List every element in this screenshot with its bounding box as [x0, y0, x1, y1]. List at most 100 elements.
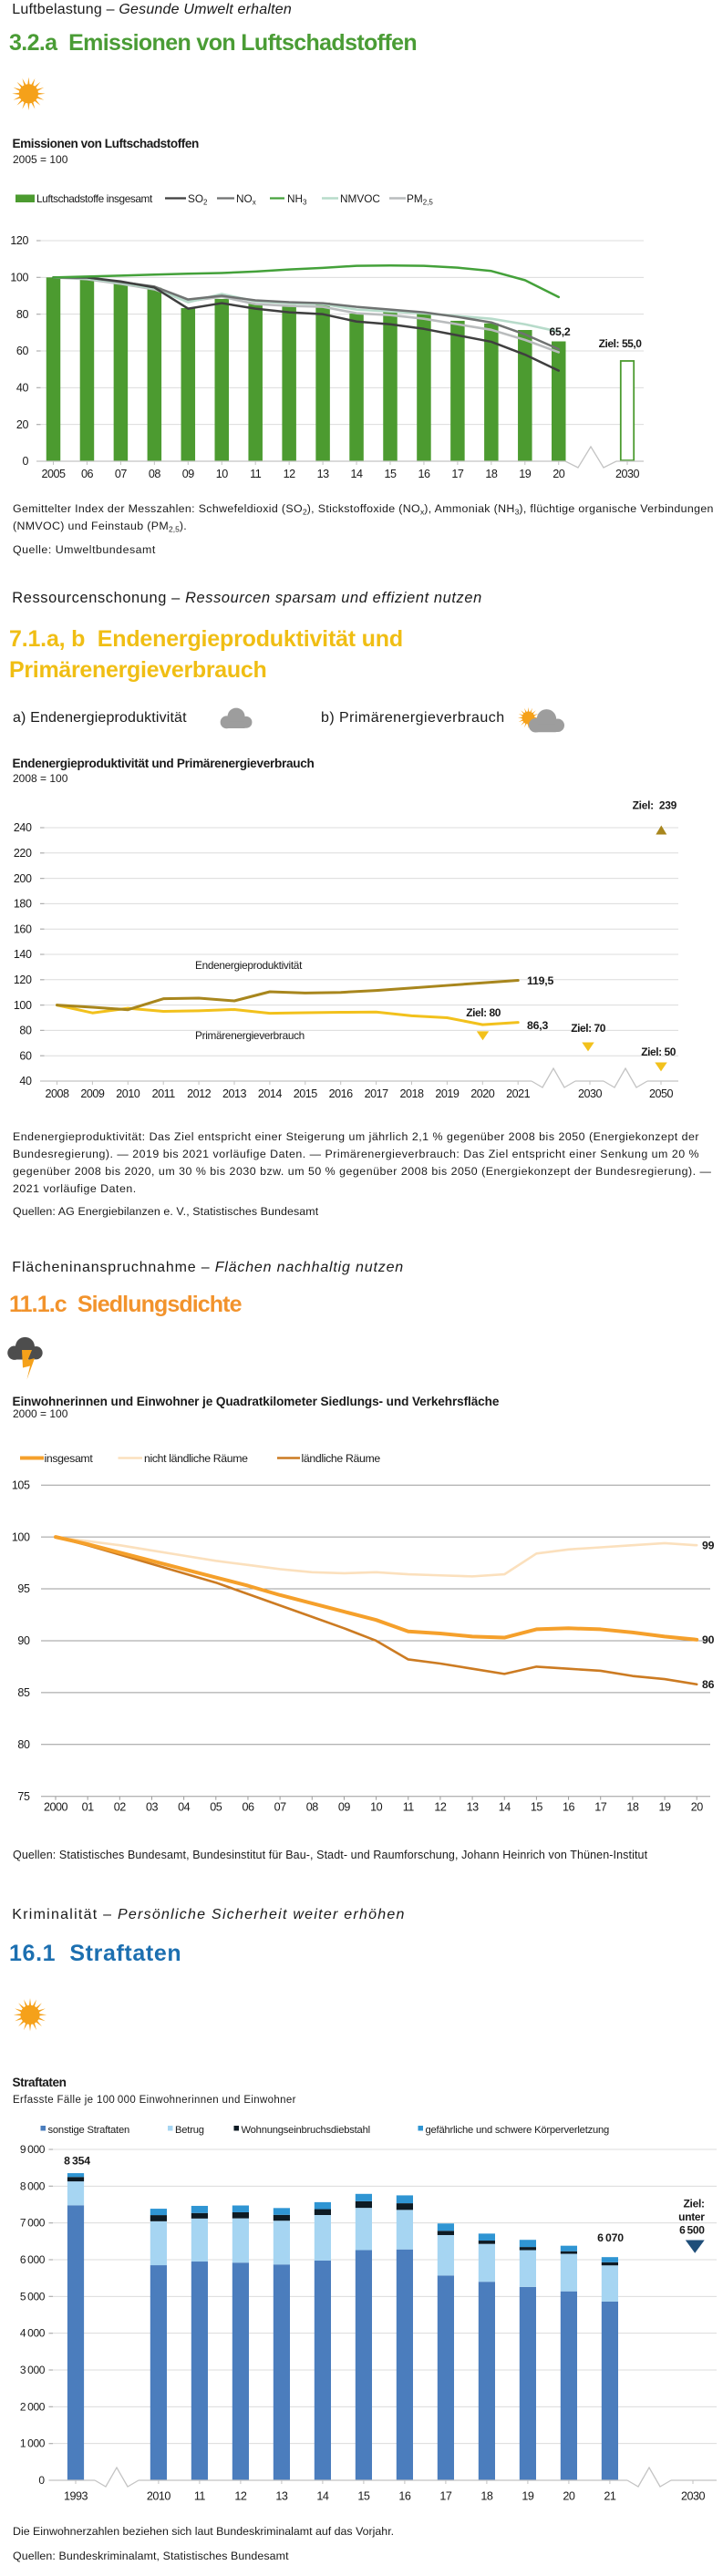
svg-text:02: 02 [114, 1801, 127, 1814]
svg-text:2011: 2011 [152, 1087, 176, 1100]
svg-text:09: 09 [182, 468, 195, 480]
svg-text:40: 40 [19, 1075, 32, 1087]
svg-text:8 000: 8 000 [20, 2179, 46, 2192]
svg-text:01: 01 [82, 1801, 95, 1814]
svg-text:NOx: NOx [236, 192, 256, 207]
svg-text:NH3: NH3 [287, 192, 307, 207]
svg-text:200: 200 [14, 872, 32, 885]
svg-text:86,3: 86,3 [527, 1019, 548, 1032]
svg-text:2030: 2030 [681, 2490, 706, 2503]
svg-text:09: 09 [338, 1801, 351, 1814]
svg-text:220: 220 [14, 847, 32, 860]
svg-text:2 000: 2 000 [20, 2400, 46, 2413]
svg-text:05: 05 [210, 1801, 222, 1814]
svg-text:unter: unter [678, 2210, 705, 2223]
svg-text:nicht ländliche Räume: nicht ländliche Räume [144, 1452, 248, 1465]
svg-text:3 000: 3 000 [20, 2364, 46, 2376]
svg-text:12: 12 [234, 2490, 247, 2503]
svg-text:Betrug: Betrug [175, 2125, 204, 2136]
svg-text:15: 15 [357, 2490, 370, 2503]
svg-text:Ziel:: Ziel: [684, 2198, 705, 2210]
svg-text:2030: 2030 [578, 1087, 603, 1100]
svg-text:2017: 2017 [365, 1087, 389, 1100]
svg-text:PM2,5: PM2,5 [407, 192, 433, 207]
svg-text:20: 20 [16, 418, 29, 431]
svg-text:1 000: 1 000 [20, 2437, 46, 2450]
svg-text:10: 10 [216, 468, 229, 480]
svg-text:2013: 2013 [222, 1087, 247, 1100]
svg-text:12: 12 [434, 1801, 447, 1814]
svg-text:14: 14 [499, 1801, 511, 1814]
svg-text:18: 18 [480, 2490, 493, 2503]
svg-text:insgesamt: insgesamt [45, 1452, 94, 1465]
svg-text:65,2: 65,2 [549, 325, 570, 338]
svg-text:19: 19 [519, 468, 532, 480]
svg-text:90: 90 [702, 1633, 715, 1646]
svg-text:16: 16 [563, 1801, 575, 1814]
svg-text:Ziel: 239: Ziel: 239 [633, 799, 677, 812]
svg-text:13: 13 [275, 2490, 288, 2503]
svg-text:sonstige Straftaten: sonstige Straftaten [48, 2125, 130, 2136]
svg-text:2005: 2005 [41, 468, 66, 480]
svg-text:12: 12 [284, 468, 296, 480]
svg-text:11: 11 [194, 2490, 206, 2503]
svg-text:2020: 2020 [470, 1087, 495, 1100]
svg-text:17: 17 [594, 1801, 607, 1814]
svg-text:20: 20 [563, 2490, 575, 2503]
svg-text:6 500: 6 500 [679, 2224, 705, 2237]
svg-text:07: 07 [274, 1801, 287, 1814]
svg-text:17: 17 [451, 468, 464, 480]
svg-text:95: 95 [17, 1582, 30, 1595]
svg-text:2050: 2050 [649, 1087, 674, 1100]
svg-text:75: 75 [17, 1790, 30, 1803]
svg-text:90: 90 [17, 1634, 30, 1647]
svg-text:15: 15 [384, 468, 397, 480]
svg-text:19: 19 [659, 1801, 672, 1814]
svg-text:Wohnungseinbruchsdiebstahl: Wohnungseinbruchsdiebstahl [242, 2125, 370, 2136]
svg-text:9 000: 9 000 [20, 2143, 46, 2156]
svg-text:2014: 2014 [258, 1087, 283, 1100]
svg-text:60: 60 [19, 1049, 32, 1062]
svg-text:100: 100 [12, 1530, 30, 1543]
svg-text:7 000: 7 000 [20, 2217, 46, 2230]
svg-text:Endenergieproduktivität: Endenergieproduktivität [195, 959, 303, 972]
svg-text:Primärenergieverbrauch: Primärenergieverbrauch [195, 1029, 305, 1042]
svg-text:100: 100 [10, 272, 28, 284]
svg-text:19: 19 [522, 2490, 534, 2503]
svg-text:180: 180 [14, 898, 32, 911]
svg-text:17: 17 [439, 2490, 452, 2503]
svg-text:13: 13 [467, 1801, 480, 1814]
svg-text:ländliche Räume: ländliche Räume [302, 1452, 381, 1465]
svg-text:2010: 2010 [147, 2490, 171, 2503]
svg-text:07: 07 [115, 468, 128, 480]
svg-text:100: 100 [14, 999, 32, 1012]
svg-text:06: 06 [81, 468, 94, 480]
svg-text:13: 13 [317, 468, 330, 480]
svg-text:80: 80 [16, 308, 29, 321]
svg-text:80: 80 [19, 1025, 32, 1037]
svg-text:18: 18 [485, 468, 498, 480]
svg-text:119,5: 119,5 [527, 974, 553, 987]
svg-text:80: 80 [17, 1738, 30, 1751]
svg-text:Ziel: 80: Ziel: 80 [466, 1006, 501, 1019]
svg-text:0: 0 [22, 455, 28, 468]
svg-text:1993: 1993 [64, 2490, 88, 2503]
svg-text:04: 04 [178, 1801, 191, 1814]
svg-text:20: 20 [553, 468, 565, 480]
svg-text:99: 99 [702, 1539, 715, 1551]
svg-text:16: 16 [418, 468, 430, 480]
svg-text:105: 105 [12, 1479, 30, 1491]
svg-text:240: 240 [14, 821, 32, 834]
svg-text:40: 40 [16, 382, 29, 395]
svg-text:5 000: 5 000 [20, 2290, 46, 2303]
svg-text:0: 0 [38, 2474, 45, 2487]
svg-text:120: 120 [14, 974, 32, 986]
svg-text:SO2: SO2 [188, 192, 208, 207]
svg-text:2012: 2012 [187, 1087, 212, 1100]
svg-text:120: 120 [10, 234, 28, 247]
svg-text:10: 10 [370, 1801, 383, 1814]
svg-text:15: 15 [531, 1801, 543, 1814]
svg-text:6 000: 6 000 [20, 2253, 46, 2266]
svg-text:2015: 2015 [294, 1087, 318, 1100]
svg-text:6 070: 6 070 [597, 2231, 624, 2244]
